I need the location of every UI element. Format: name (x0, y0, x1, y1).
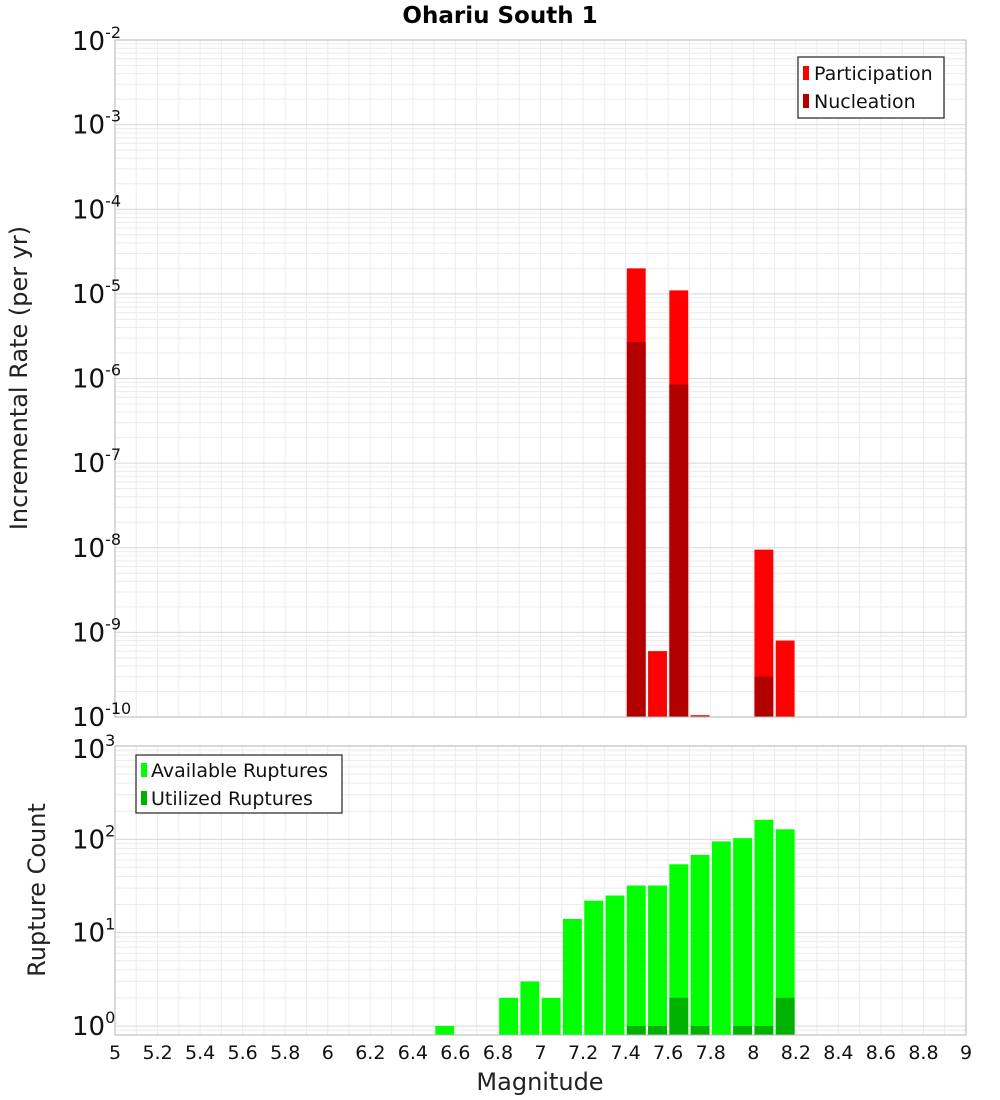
available-bar (754, 819, 774, 1035)
x-tick-label: 6 (322, 1042, 334, 1064)
count-plot-frame (114, 745, 967, 1036)
available-bar (648, 885, 667, 1035)
y-tick-label: 102 (72, 821, 115, 855)
y-tick-label: 10-2 (72, 23, 121, 57)
utilized-legend-label: Utilized Ruptures (151, 788, 313, 810)
y-tick-label: 103 (72, 731, 115, 765)
rate-plot-frame (114, 39, 967, 718)
magnitude-x-axis-label: Magnitude (476, 1068, 603, 1096)
x-tick-label: 6.2 (355, 1042, 385, 1064)
x-tick-label: 7 (534, 1042, 546, 1064)
nucleation-bar (669, 384, 689, 717)
utilized-bar (690, 1025, 710, 1035)
x-tick-label: 9 (960, 1042, 972, 1064)
x-tick-label: 6.8 (483, 1042, 513, 1064)
y-tick-label: 10-8 (72, 530, 121, 564)
rate-y-ticks: 10-2 10-3 10-4 10-5 10-6 10-7 10-8 10-9 10-10 (72, 23, 131, 733)
utilized-bar (733, 1025, 753, 1035)
y-tick-label: 10-3 (72, 107, 121, 141)
participation-bar (754, 549, 774, 717)
utilized-bar (754, 1025, 774, 1035)
participation-legend-label: Participation (814, 63, 933, 85)
magnitude-x-ticks: 5 5.2 5.4 5.6 5.8 6 6.2 6.4 6.6 6.8 7 7.2 7.4 7.6 7.8 8… (109, 1042, 972, 1064)
chart-title: Ohariu South 1 (402, 3, 597, 29)
count-legend: Available Ruptures Utilized Ruptures (135, 754, 343, 814)
nucleation-bar (626, 341, 646, 717)
rate-legend: Participation Nucleation (797, 56, 945, 119)
participation-bar (775, 640, 795, 717)
x-tick-label: 6.4 (398, 1042, 428, 1064)
utilized-bar (648, 1025, 667, 1035)
x-tick-label: 5 (109, 1042, 121, 1064)
y-tick-label: 10-10 (72, 699, 131, 733)
count-y-ticks: 103 102 101 100 (72, 731, 115, 1042)
available-legend-label: Available Ruptures (151, 760, 328, 782)
x-tick-label: 8 (747, 1042, 759, 1064)
available-bar (690, 854, 710, 1035)
nucleation-legend-swatch (803, 94, 809, 108)
nucleation-bar (754, 676, 774, 717)
count-panel: 103 102 101 100 5 5.2 5.4 5.6 5.8 6 6.2 6.4 6.6 6.8 7… (23, 731, 972, 1096)
utilized-legend-swatch (141, 791, 147, 805)
x-tick-label: 7.8 (696, 1042, 726, 1064)
y-tick-label: 10-9 (72, 614, 121, 648)
participation-bar (648, 651, 667, 717)
count-legend-box (135, 754, 343, 814)
available-bar (435, 1025, 455, 1035)
x-tick-label: 8.6 (866, 1042, 896, 1064)
rate-y-axis-label: Incremental Rate (per yr) (5, 226, 33, 530)
y-tick-label: 100 (72, 1008, 115, 1042)
available-bar (775, 829, 795, 1035)
available-legend-swatch (141, 763, 147, 777)
available-bar (499, 997, 519, 1035)
x-tick-label: 5.2 (142, 1042, 172, 1064)
available-bar (626, 885, 646, 1035)
available-bar (562, 919, 582, 1035)
rate-panel: 10-2 10-3 10-4 10-5 10-6 10-7 10-8 10-9 10-10 In… (5, 23, 967, 733)
available-bar (711, 841, 731, 1035)
x-tick-label: 6.6 (440, 1042, 470, 1064)
available-bar (584, 900, 604, 1035)
available-bar (605, 895, 625, 1035)
y-tick-label: 10-5 (72, 276, 121, 310)
participation-legend-swatch (803, 66, 809, 80)
rate-legend-box (797, 56, 945, 119)
utilized-bar (669, 997, 689, 1035)
x-tick-label: 5.6 (228, 1042, 258, 1064)
available-bar (733, 838, 753, 1035)
x-tick-label: 7.6 (653, 1042, 683, 1064)
x-tick-label: 8.4 (823, 1042, 853, 1064)
y-tick-label: 101 (72, 915, 115, 949)
count-bars (435, 819, 795, 1035)
y-tick-label: 10-4 (72, 191, 121, 225)
rate-bars (626, 268, 795, 717)
count-gridlines (114, 745, 967, 1036)
available-bar (541, 997, 561, 1035)
y-tick-label: 10-7 (72, 445, 121, 479)
nucleation-legend-label: Nucleation (814, 91, 916, 113)
x-tick-label: 8.2 (781, 1042, 811, 1064)
available-bar (520, 981, 540, 1035)
y-tick-label: 10-6 (72, 361, 121, 395)
x-tick-label: 8.8 (908, 1042, 938, 1064)
utilized-bar (626, 1025, 646, 1035)
utilized-bar (775, 997, 795, 1035)
count-y-axis-label: Rupture Count (23, 803, 51, 977)
x-tick-label: 5.4 (185, 1042, 215, 1064)
available-bar (669, 864, 689, 1035)
x-tick-label: 7.4 (610, 1042, 640, 1064)
rate-gridlines (114, 39, 967, 718)
x-tick-label: 7.2 (568, 1042, 598, 1064)
participation-bar (690, 715, 710, 717)
x-tick-label: 5.8 (270, 1042, 300, 1064)
